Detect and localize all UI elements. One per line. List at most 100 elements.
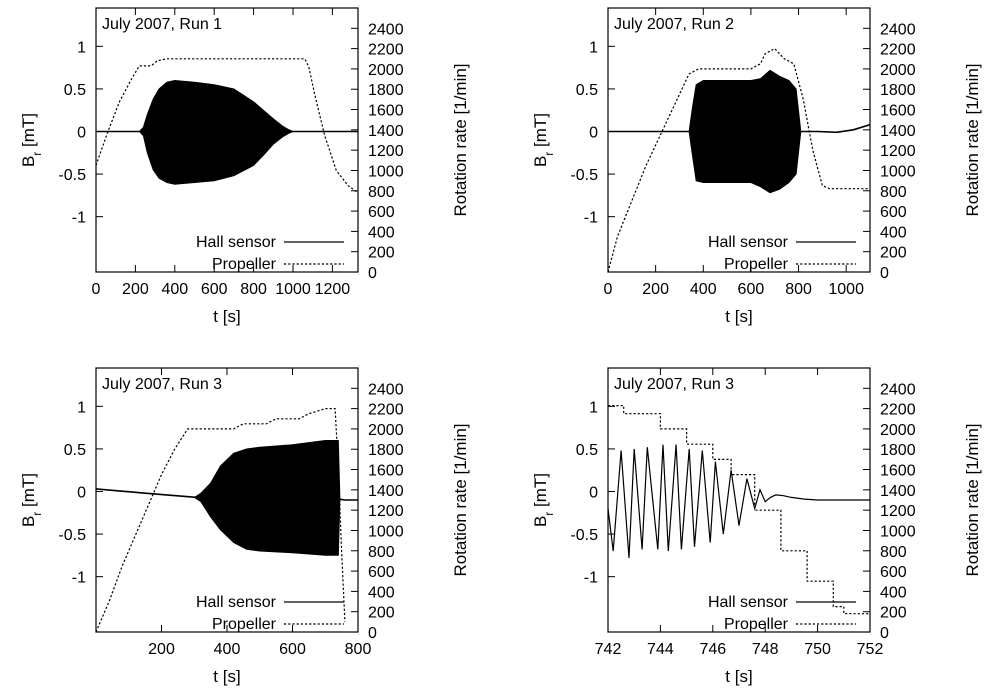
y-tick-label: 1 xyxy=(589,39,598,56)
propeller-line xyxy=(608,405,870,615)
y2-tick-label: 2200 xyxy=(368,402,404,419)
legend-label: Hall sensor xyxy=(708,234,789,251)
y-tick-label: 1 xyxy=(77,399,86,416)
plot-frame xyxy=(607,7,871,273)
x-tick-label: 742 xyxy=(595,641,622,658)
y2-tick-label: 400 xyxy=(368,224,395,241)
y2-tick-label: 2400 xyxy=(368,21,404,38)
panel-title: July 2007, Run 3 xyxy=(102,376,222,393)
y2-tick-label: 1200 xyxy=(368,503,404,520)
y-tick-label: 0.5 xyxy=(576,442,598,459)
y-tick-label: -1 xyxy=(584,570,598,587)
y2-tick-label: 1200 xyxy=(880,143,916,160)
legend-label: Propeller xyxy=(212,256,277,273)
y2-tick-label: 1400 xyxy=(880,483,916,500)
legend-label: Hall sensor xyxy=(708,594,789,611)
y2-tick-label: 1800 xyxy=(368,442,404,459)
y2-tick-label: 400 xyxy=(880,224,907,241)
y2-tick-label: 1200 xyxy=(368,143,404,160)
y2-axis-label: Rotation rate [1/min] xyxy=(963,63,982,216)
panel-run3-zoom: 742 744 746 748 750 752 -1 -0.5 0 0.5 1 0 200 400 600 8… xyxy=(531,367,982,686)
y2-tick-label: 0 xyxy=(880,625,889,642)
y2-tick-label: 200 xyxy=(368,245,395,262)
x-tick-label: 800 xyxy=(345,641,372,658)
x-tick-label: 400 xyxy=(161,281,188,298)
y-tick-label: -0.5 xyxy=(570,527,598,544)
legend-label: Hall sensor xyxy=(196,234,277,251)
y2-tick-label: 1000 xyxy=(368,523,404,540)
y2-tick-label: 1600 xyxy=(880,463,916,480)
hall-sensor-oscillation-band xyxy=(193,440,341,556)
propeller-line xyxy=(96,58,358,194)
hall-sensor-oscillation-band xyxy=(138,79,358,185)
y2-tick-label: 2000 xyxy=(880,422,916,439)
propeller-line xyxy=(96,408,346,632)
x-tick-label: 400 xyxy=(690,281,717,298)
plot-frame xyxy=(95,7,359,273)
y2-tick-label: 800 xyxy=(880,544,907,561)
y-tick-label: 0 xyxy=(589,484,598,501)
legend-label: Propeller xyxy=(212,616,277,633)
y2-tick-label: 600 xyxy=(368,564,395,581)
y2-tick-label: 1400 xyxy=(368,483,404,500)
x-tick-label: 800 xyxy=(240,281,267,298)
y2-axis-label: Rotation rate [1/min] xyxy=(451,63,470,216)
y2-tick-label: 2400 xyxy=(368,381,404,398)
x-tick-label: 1000 xyxy=(275,281,311,298)
y2-tick-label: 0 xyxy=(368,265,377,282)
y-tick-label: 0.5 xyxy=(64,442,86,459)
x-tick-label: 0 xyxy=(604,281,613,298)
y2-tick-label: 1000 xyxy=(880,163,916,180)
y-tick-label: -0.5 xyxy=(58,167,86,184)
y-tick-label: 0 xyxy=(77,124,86,141)
y2-axis-label: Rotation rate [1/min] xyxy=(963,423,982,576)
x-tick-label: 1200 xyxy=(315,281,351,298)
panel-run3: 200 400 600 800 -1 -0.5 0 0.5 1 0 200 400 600 800 1000… xyxy=(19,367,470,686)
y2-tick-label: 2000 xyxy=(368,62,404,79)
x-tick-label: 752 xyxy=(857,641,884,658)
y-tick-label: 0.5 xyxy=(64,82,86,99)
x-axis-label: t [s] xyxy=(213,667,240,686)
y-axis-label: Br [mT] xyxy=(19,113,44,167)
y-tick-label: 0 xyxy=(589,124,598,141)
x-tick-label: 746 xyxy=(699,641,726,658)
panel-run1: 0 200 400 600 800 1000 1200-1-0.500.5102004006… xyxy=(19,7,470,326)
y2-tick-label: 200 xyxy=(368,605,395,622)
legend-label: Hall sensor xyxy=(196,594,277,611)
y2-tick-label: 600 xyxy=(880,564,907,581)
y-tick-label: -1 xyxy=(72,210,86,227)
y2-tick-label: 800 xyxy=(368,184,395,201)
y2-tick-label: 2000 xyxy=(880,62,916,79)
y-axis-label: Br [mT] xyxy=(19,473,44,527)
y2-tick-label: 1600 xyxy=(368,463,404,480)
y2-tick-label: 1200 xyxy=(880,503,916,520)
y-tick-label: -0.5 xyxy=(570,167,598,184)
x-tick-label: 0 xyxy=(92,281,101,298)
y-axis-label: Br [mT] xyxy=(531,473,556,527)
y2-tick-label: 2200 xyxy=(880,42,916,59)
y2-tick-label: 1000 xyxy=(368,163,404,180)
y2-tick-label: 1800 xyxy=(880,442,916,459)
y2-tick-label: 2400 xyxy=(880,381,916,398)
x-axis-label: t [s] xyxy=(725,307,752,326)
y2-tick-label: 2200 xyxy=(368,42,404,59)
y2-tick-label: 0 xyxy=(880,265,889,282)
panel-title: July 2007, Run 2 xyxy=(614,16,734,33)
x-tick-label: 744 xyxy=(647,641,674,658)
x-tick-label: 748 xyxy=(752,641,779,658)
y-tick-label: 0 xyxy=(77,484,86,501)
panel-title: July 2007, Run 3 xyxy=(614,376,734,393)
y2-tick-label: 1800 xyxy=(368,82,404,99)
y2-tick-label: 1400 xyxy=(368,123,404,140)
hall-sensor-line xyxy=(608,444,870,558)
y-tick-label: 1 xyxy=(77,39,86,56)
x-tick-label: 1000 xyxy=(828,281,864,298)
y-tick-label: -0.5 xyxy=(58,527,86,544)
x-tick-label: 200 xyxy=(148,641,175,658)
x-tick-label: 600 xyxy=(738,281,765,298)
y2-tick-label: 2200 xyxy=(880,402,916,419)
y2-tick-label: 200 xyxy=(880,245,907,262)
y-tick-label: 1 xyxy=(589,399,598,416)
x-tick-label: 600 xyxy=(201,281,228,298)
y2-tick-label: 1000 xyxy=(880,523,916,540)
